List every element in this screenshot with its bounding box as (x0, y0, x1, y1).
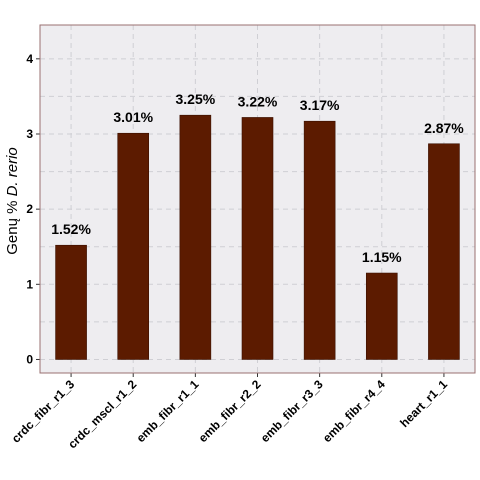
data-label-crdc_fibr_r1_3: 1.52% (51, 221, 91, 237)
y-tick-label: 3 (26, 127, 33, 141)
bar-emb_fibr_r2_2 (241, 117, 274, 360)
bar-crdc_fibr_r1_3 (55, 244, 87, 360)
y-axis: 0 1 2 3 4 (26, 52, 40, 366)
data-label-crdc_mscl_r1_2: 3.01% (113, 109, 153, 125)
data-label-emb_fibr_r2_2: 3.22% (238, 93, 278, 109)
data-label-emb_fibr_r3_3: 3.17% (300, 97, 340, 113)
bar-heart_r1_1 (428, 143, 460, 360)
data-label-heart_r1_1: 2.87% (424, 120, 464, 136)
bar-emb_fibr_r3_3 (303, 120, 336, 360)
bar-emb_fibr_r4_4 (365, 272, 398, 360)
bars (55, 114, 460, 360)
y-tick-label: 4 (26, 52, 33, 66)
y-tick-label: 1 (26, 277, 33, 291)
plot-panel-border (39, 24, 476, 374)
bar-crdc_mscl_r1_2 (117, 132, 150, 360)
y-axis-title: Genų % D. rerio (4, 147, 21, 255)
bar-emb_fibr_r1_1 (179, 114, 212, 360)
y-tick-label: 0 (26, 352, 33, 366)
y-tick-label: 2 (26, 202, 33, 216)
data-label-emb_fibr_r1_1: 3.25% (176, 91, 216, 107)
data-labels: 1.52% 3.01% 3.25% 3.22% 3.17% 1.15% 2.87% (51, 91, 464, 265)
data-label-emb_fibr_r4_4: 1.15% (362, 249, 402, 265)
